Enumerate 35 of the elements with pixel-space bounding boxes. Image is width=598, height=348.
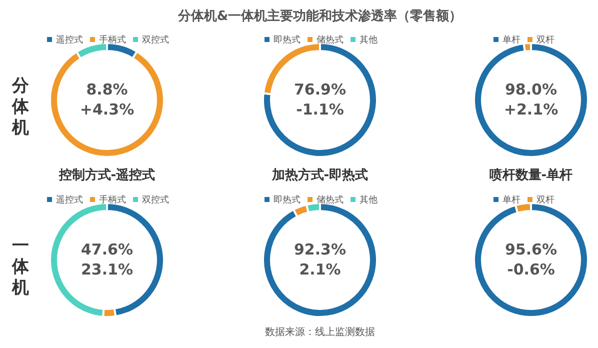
text: -1.1% — [296, 100, 344, 118]
text: 92.3% — [294, 240, 346, 258]
text: 95.6% — [504, 240, 558, 258]
legend-label: 即热式 — [274, 34, 300, 44]
legend-label: 储热式 — [316, 34, 344, 44]
text: +4.3% — [80, 100, 134, 118]
text: 47.6% — [80, 240, 134, 258]
source-note: 数据来源：线上监测数据 — [264, 326, 376, 339]
legend-label: 双控式 — [142, 194, 169, 204]
legend-label: 储热式 — [316, 194, 344, 204]
text: 分体机 — [12, 76, 30, 139]
text: 2.1% — [299, 260, 341, 278]
legend-label: 单杆 — [502, 34, 520, 44]
chart-title: 喷杆数量-单杆 — [488, 167, 574, 184]
text: +2.1% — [504, 100, 558, 118]
text: 76.9% — [294, 80, 346, 98]
chart-title: 加热方式-即热式 — [270, 166, 370, 184]
legend-label: 单杆 — [502, 194, 520, 204]
text: 8.8% — [86, 80, 128, 98]
legend-label: 双杆 — [536, 34, 554, 44]
legend-label: 其他 — [360, 34, 378, 44]
chart-title: 分体机&一体机主要功能和技术渗透率（零售额） — [176, 8, 464, 25]
text: 23.1% — [80, 260, 134, 278]
legend-label: 手柄式 — [99, 194, 126, 204]
text: -0.6% — [507, 260, 555, 278]
legend-label: 手柄式 — [99, 34, 126, 44]
legend-label: 即热式 — [274, 194, 300, 204]
legend-label: 遥控式 — [56, 194, 83, 204]
chart-title: 控制方式-遥控式 — [58, 166, 156, 184]
legend-label: 双控式 — [142, 34, 169, 44]
legend-label: 其他 — [360, 194, 378, 204]
legend-label: 遥控式 — [56, 34, 83, 44]
text: 一体机 — [12, 236, 30, 299]
legend-label: 双杆 — [536, 194, 554, 204]
text: 98.0% — [504, 80, 558, 98]
